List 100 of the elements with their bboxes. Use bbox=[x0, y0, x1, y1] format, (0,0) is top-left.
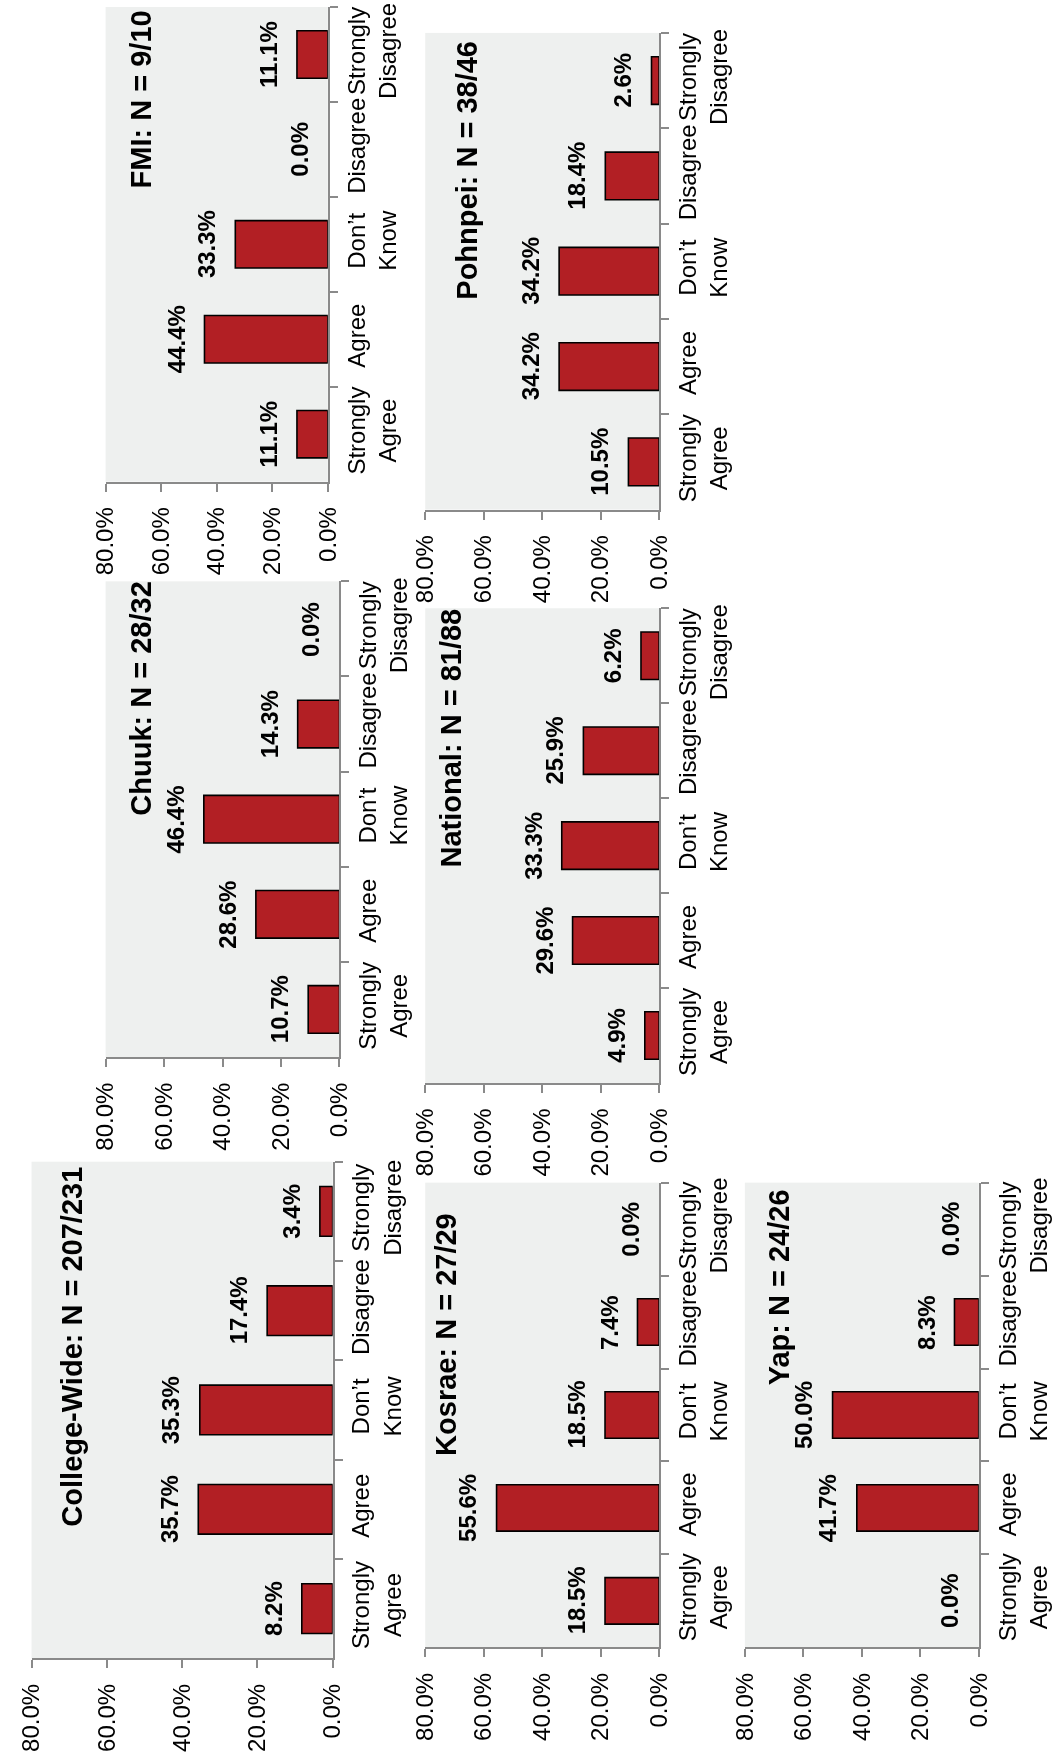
data-label: 29.6% bbox=[530, 906, 558, 975]
bar bbox=[300, 1583, 333, 1635]
x-tick-label: 0.0% bbox=[325, 1082, 353, 1138]
text: National: N = 81/88 bbox=[434, 608, 467, 868]
data-label: 46.4% bbox=[162, 785, 190, 854]
x-tick-label: 20.0% bbox=[906, 1672, 934, 1741]
x-tick-label: 80.0% bbox=[730, 1672, 758, 1741]
y-tick-label: Strongly Disagree bbox=[673, 28, 733, 125]
x-tick-label: 20.0% bbox=[586, 1108, 614, 1177]
y-tick-label: Disagree bbox=[673, 124, 701, 221]
x-tick-label: 60.0% bbox=[92, 1683, 120, 1752]
text: Pohnpei: N = 38/46 bbox=[450, 41, 483, 300]
y-tick-label: Disagree bbox=[354, 672, 382, 769]
bar bbox=[234, 219, 328, 269]
bar bbox=[636, 1298, 660, 1347]
x-tick-label: 0.0% bbox=[644, 1108, 672, 1164]
y-tick-label: Don’t Know bbox=[673, 1380, 733, 1442]
y-tick-label: Strongly Agree bbox=[342, 386, 401, 475]
y-tick-label: Agree bbox=[673, 1472, 701, 1537]
x-tick-label: 20.0% bbox=[243, 1683, 271, 1752]
y-tick-label: Don’t Know bbox=[354, 784, 413, 846]
data-label: 18.5% bbox=[562, 1380, 590, 1449]
x-tick-label: 80.0% bbox=[411, 535, 439, 604]
data-label: 28.6% bbox=[214, 880, 242, 949]
x-tick-label: 40.0% bbox=[202, 507, 230, 576]
x-tick-label: 20.0% bbox=[266, 1082, 294, 1151]
x-tick-label: 60.0% bbox=[469, 1672, 497, 1741]
bar bbox=[319, 1185, 333, 1237]
data-label: 33.3% bbox=[519, 811, 547, 880]
x-tick-label: 60.0% bbox=[149, 1082, 177, 1151]
data-label: 8.3% bbox=[912, 1295, 940, 1351]
data-label: 18.5% bbox=[562, 1566, 590, 1635]
x-tick-label: 80.0% bbox=[411, 1108, 439, 1177]
x-tick-label: 40.0% bbox=[527, 1672, 555, 1741]
y-tick-label: Disagree bbox=[342, 97, 370, 194]
data-label: 10.5% bbox=[586, 427, 614, 496]
x-tick-label: 40.0% bbox=[527, 1108, 555, 1177]
data-label: 3.4% bbox=[278, 1184, 305, 1239]
y-tick-label: Disagree bbox=[347, 1259, 375, 1356]
data-label: 4.9% bbox=[602, 1008, 630, 1063]
x-tick-label: 20.0% bbox=[586, 535, 614, 604]
y-tick-label: Don’t Know bbox=[673, 236, 733, 298]
x-tick-label: 40.0% bbox=[167, 1683, 195, 1752]
y-tick-label: Strongly Agree bbox=[993, 1553, 1052, 1642]
data-label: 25.9% bbox=[541, 716, 569, 785]
bar bbox=[558, 341, 660, 392]
data-label: 7.4% bbox=[595, 1295, 623, 1351]
bar bbox=[307, 984, 340, 1035]
bar bbox=[495, 1483, 660, 1532]
bar bbox=[643, 1010, 660, 1060]
data-label: 14.3% bbox=[256, 690, 284, 759]
y-tick-label: Strongly Agree bbox=[673, 1553, 733, 1642]
y-tick-label: Agree bbox=[354, 878, 382, 943]
x-tick-label: 20.0% bbox=[586, 1672, 614, 1741]
data-label: 34.2% bbox=[517, 236, 545, 305]
y-tick-label: Strongly Agree bbox=[673, 414, 733, 503]
y-tick-label: Agree bbox=[993, 1472, 1021, 1537]
x-tick-label: 60.0% bbox=[146, 507, 174, 576]
bar bbox=[255, 889, 340, 939]
data-label: 10.7% bbox=[266, 975, 294, 1044]
bar bbox=[627, 437, 660, 487]
bar bbox=[856, 1483, 979, 1532]
y-tick-label: Don’t Know bbox=[993, 1380, 1052, 1442]
y-tick-label: Don’t Know bbox=[342, 210, 401, 271]
y-tick-label: Don’t Know bbox=[347, 1375, 406, 1437]
bar bbox=[571, 916, 660, 966]
x-tick-label: 80.0% bbox=[17, 1683, 45, 1752]
data-label: 18.4% bbox=[562, 141, 590, 210]
bar bbox=[582, 726, 660, 776]
x-tick-label: 40.0% bbox=[847, 1672, 875, 1741]
bar bbox=[203, 314, 328, 364]
data-label: 0.0% bbox=[937, 1201, 965, 1257]
bar bbox=[604, 1390, 660, 1440]
data-label: 35.3% bbox=[157, 1376, 185, 1445]
bar bbox=[197, 1483, 333, 1535]
y-tick-label: Agree bbox=[673, 904, 701, 969]
x-tick-label: 0.0% bbox=[964, 1672, 992, 1728]
x-tick-label: 40.0% bbox=[527, 535, 555, 604]
bar bbox=[604, 1576, 660, 1625]
bar bbox=[198, 1384, 333, 1436]
bar bbox=[203, 794, 340, 844]
bar bbox=[296, 409, 328, 459]
x-tick-label: 0.0% bbox=[644, 535, 672, 590]
text: Chuuk: N = 28/32 bbox=[124, 581, 157, 816]
bar bbox=[296, 699, 340, 749]
x-tick-label: 80.0% bbox=[91, 507, 119, 576]
text: Kosrae: N = 27/29 bbox=[430, 1213, 463, 1456]
data-label: 2.6% bbox=[609, 52, 637, 108]
data-label: 34.2% bbox=[517, 332, 545, 401]
data-label: 44.4% bbox=[162, 305, 190, 374]
bar bbox=[953, 1298, 979, 1347]
text: College-Wide: N = 207/231 bbox=[56, 1166, 89, 1527]
data-label: 0.0% bbox=[285, 121, 313, 177]
data-label: 0.0% bbox=[936, 1573, 964, 1629]
bar bbox=[560, 821, 660, 871]
data-label: 41.7% bbox=[814, 1474, 842, 1543]
data-label: 55.6% bbox=[454, 1473, 482, 1542]
bar bbox=[604, 151, 660, 201]
text: FMI: N = 9/10 bbox=[124, 10, 157, 189]
data-label: 11.1% bbox=[255, 21, 282, 88]
